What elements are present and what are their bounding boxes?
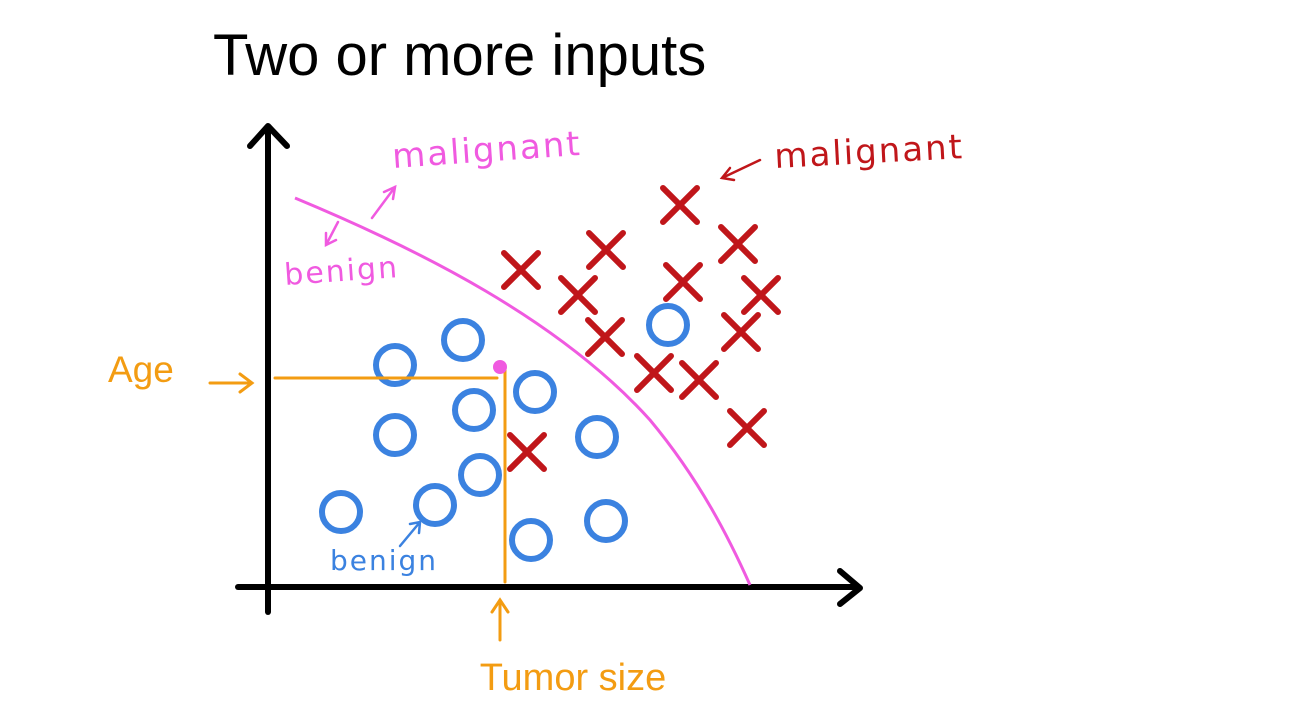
malignant-point bbox=[585, 317, 625, 357]
benign-point bbox=[452, 388, 496, 432]
benign-point bbox=[413, 483, 457, 527]
malignant-point bbox=[718, 224, 758, 264]
benign-point bbox=[646, 303, 690, 347]
example-point bbox=[493, 360, 507, 374]
malignant-point bbox=[507, 432, 547, 472]
benign-point bbox=[584, 499, 628, 543]
benign-label: benign bbox=[330, 544, 438, 577]
malignant-point bbox=[663, 262, 703, 302]
malignant-points bbox=[501, 185, 781, 472]
malignant-point bbox=[558, 275, 598, 315]
arrow bbox=[324, 220, 340, 248]
benign-point bbox=[513, 370, 557, 414]
benign-point bbox=[575, 415, 619, 459]
malignant-point bbox=[634, 353, 674, 393]
benign-point bbox=[373, 343, 417, 387]
malignant-point bbox=[721, 312, 761, 352]
benign-point bbox=[319, 490, 363, 534]
x-arrow bbox=[837, 568, 863, 607]
decision-boundary bbox=[294, 196, 752, 586]
y-arrow bbox=[247, 123, 290, 149]
malignant-point bbox=[679, 360, 719, 400]
benign-point bbox=[509, 518, 553, 562]
benign-points bbox=[319, 303, 690, 562]
arrow bbox=[370, 184, 397, 220]
axes bbox=[235, 123, 863, 615]
malignant-point bbox=[741, 275, 781, 315]
size-arrow bbox=[490, 597, 510, 642]
benign-point bbox=[373, 413, 417, 457]
boundary-benign-label: benign bbox=[283, 250, 400, 293]
malignant-point bbox=[586, 230, 626, 270]
age-arrow bbox=[208, 372, 255, 394]
malignant-point bbox=[660, 185, 700, 225]
malignant-point bbox=[501, 250, 541, 290]
arrow bbox=[398, 520, 422, 548]
y-axis-label: Age bbox=[108, 349, 174, 390]
annotation-arrows bbox=[324, 158, 762, 548]
title: Two or more inputs bbox=[213, 23, 706, 88]
x-axis-label: Tumor size bbox=[480, 657, 667, 699]
benign-point bbox=[441, 318, 485, 362]
malignant-point bbox=[727, 408, 767, 448]
benign-point bbox=[458, 453, 502, 497]
malignant-label: malignant bbox=[773, 127, 965, 177]
arrow bbox=[719, 158, 762, 182]
example-guides bbox=[208, 360, 510, 642]
